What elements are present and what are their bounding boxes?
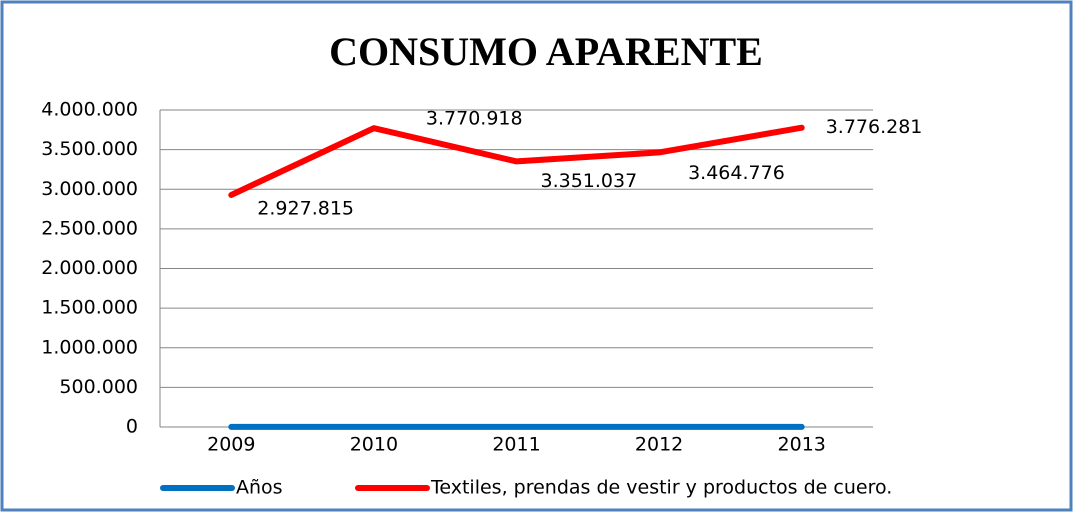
data-label: 3.770.918 (426, 108, 523, 130)
x-tick-label: 2013 (778, 434, 826, 456)
data-label: 3.464.776 (688, 162, 785, 184)
y-tick-label: 0 (126, 416, 138, 438)
y-tick-label: 1.000.000 (41, 336, 138, 358)
y-tick-label: 500.000 (59, 376, 138, 398)
y-tick-label: 3.000.000 (41, 178, 138, 200)
y-tick-label: 2.500.000 (41, 217, 138, 239)
legend-label: Años (236, 477, 283, 499)
y-tick-label: 2.000.000 (41, 257, 138, 279)
y-tick-label: 1.500.000 (41, 297, 138, 319)
x-tick-label: 2010 (350, 434, 398, 456)
data-label: 3.776.281 (826, 116, 923, 138)
x-tick-label: 2011 (492, 434, 540, 456)
data-line (228, 124, 805, 198)
chart-title: CONSUMO APARENTE (329, 29, 763, 74)
data-label: 2.927.815 (257, 197, 354, 219)
y-tick-label: 4.000.000 (41, 99, 138, 121)
legend-label: Textiles, prendas de vestir y productos … (430, 477, 892, 499)
y-tick-label: 3.500.000 (41, 138, 138, 160)
data-label: 3.351.037 (541, 170, 638, 192)
x-tick-label: 2012 (635, 434, 683, 456)
x-tick-label: 2009 (207, 434, 255, 456)
